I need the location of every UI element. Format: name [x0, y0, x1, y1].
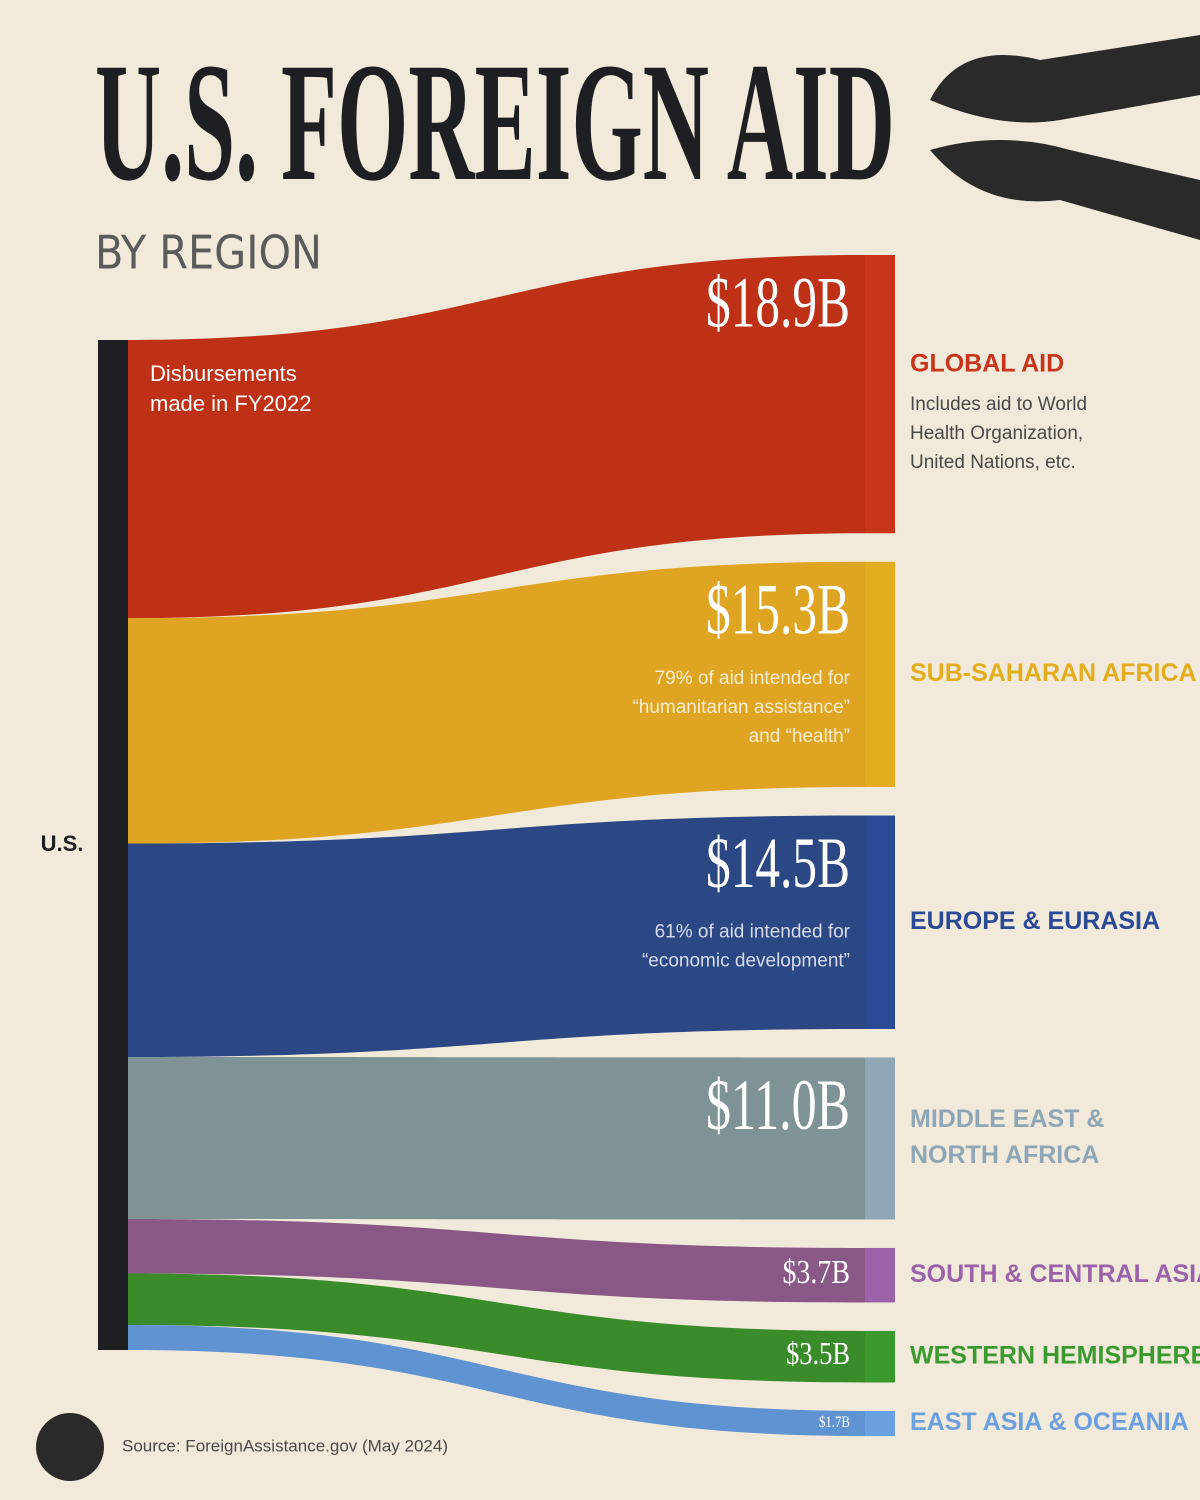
source-node: [98, 340, 128, 1350]
annotation: made in FY2022: [150, 391, 311, 416]
value-label: $3.7B: [782, 1254, 850, 1291]
flow: [128, 255, 865, 619]
flow-note: “humanitarian assistance”: [632, 697, 850, 718]
flow-note: 61% of aid intended for: [655, 922, 851, 943]
value-label: $14.5B: [706, 823, 850, 903]
chart-title: U.S. FOREIGN AID: [95, 28, 895, 216]
target-node: [865, 1410, 895, 1436]
hands-illustration: [930, 35, 1200, 240]
target-label: SUB-SAHARAN AFRICA: [910, 659, 1197, 687]
target-label: NORTH AFRICA: [910, 1141, 1099, 1169]
source-label: U.S.: [41, 831, 84, 856]
target-label: WESTERN HEMISPHERE: [910, 1341, 1200, 1369]
target-node: [865, 561, 895, 788]
value-label: $15.3B: [706, 569, 850, 649]
target-node: [865, 815, 895, 1030]
target-label: MIDDLE EAST &: [910, 1105, 1104, 1133]
logo: [36, 1413, 104, 1481]
target-node: [865, 255, 895, 534]
target-node: [865, 1247, 895, 1303]
target-label: EAST ASIA & OCEANIA: [910, 1408, 1189, 1436]
target-label: SOUTH & CENTRAL ASIA: [910, 1260, 1200, 1288]
flow: [128, 1218, 865, 1303]
annotation: Disbursements: [150, 361, 297, 386]
value-label: $3.5B: [786, 1336, 850, 1371]
source-note: Source: ForeignAssistance.gov (May 2024): [122, 1436, 448, 1455]
flow-note: and “health”: [749, 726, 850, 747]
flow: [128, 1273, 865, 1383]
flow: [128, 1057, 865, 1220]
value-label: $1.7B: [819, 1414, 850, 1431]
target-label: EUROPE & EURASIA: [910, 907, 1160, 935]
value-label: $18.9B: [706, 263, 850, 343]
flow: [128, 815, 865, 1058]
target-description: Includes aid to World: [910, 394, 1087, 415]
target-node: [865, 1330, 895, 1383]
chart-subtitle: BY REGION: [95, 226, 322, 280]
value-label: $11.0B: [706, 1065, 850, 1145]
flow: [128, 561, 865, 844]
target-description: Health Organization,: [910, 423, 1083, 444]
flow: [128, 1324, 865, 1436]
flow-note: “economic development”: [642, 951, 850, 972]
target-node: [865, 1057, 895, 1220]
target-description: United Nations, etc.: [910, 452, 1076, 473]
target-label: GLOBAL AID: [910, 350, 1064, 378]
flow-note: 79% of aid intended for: [655, 668, 851, 689]
